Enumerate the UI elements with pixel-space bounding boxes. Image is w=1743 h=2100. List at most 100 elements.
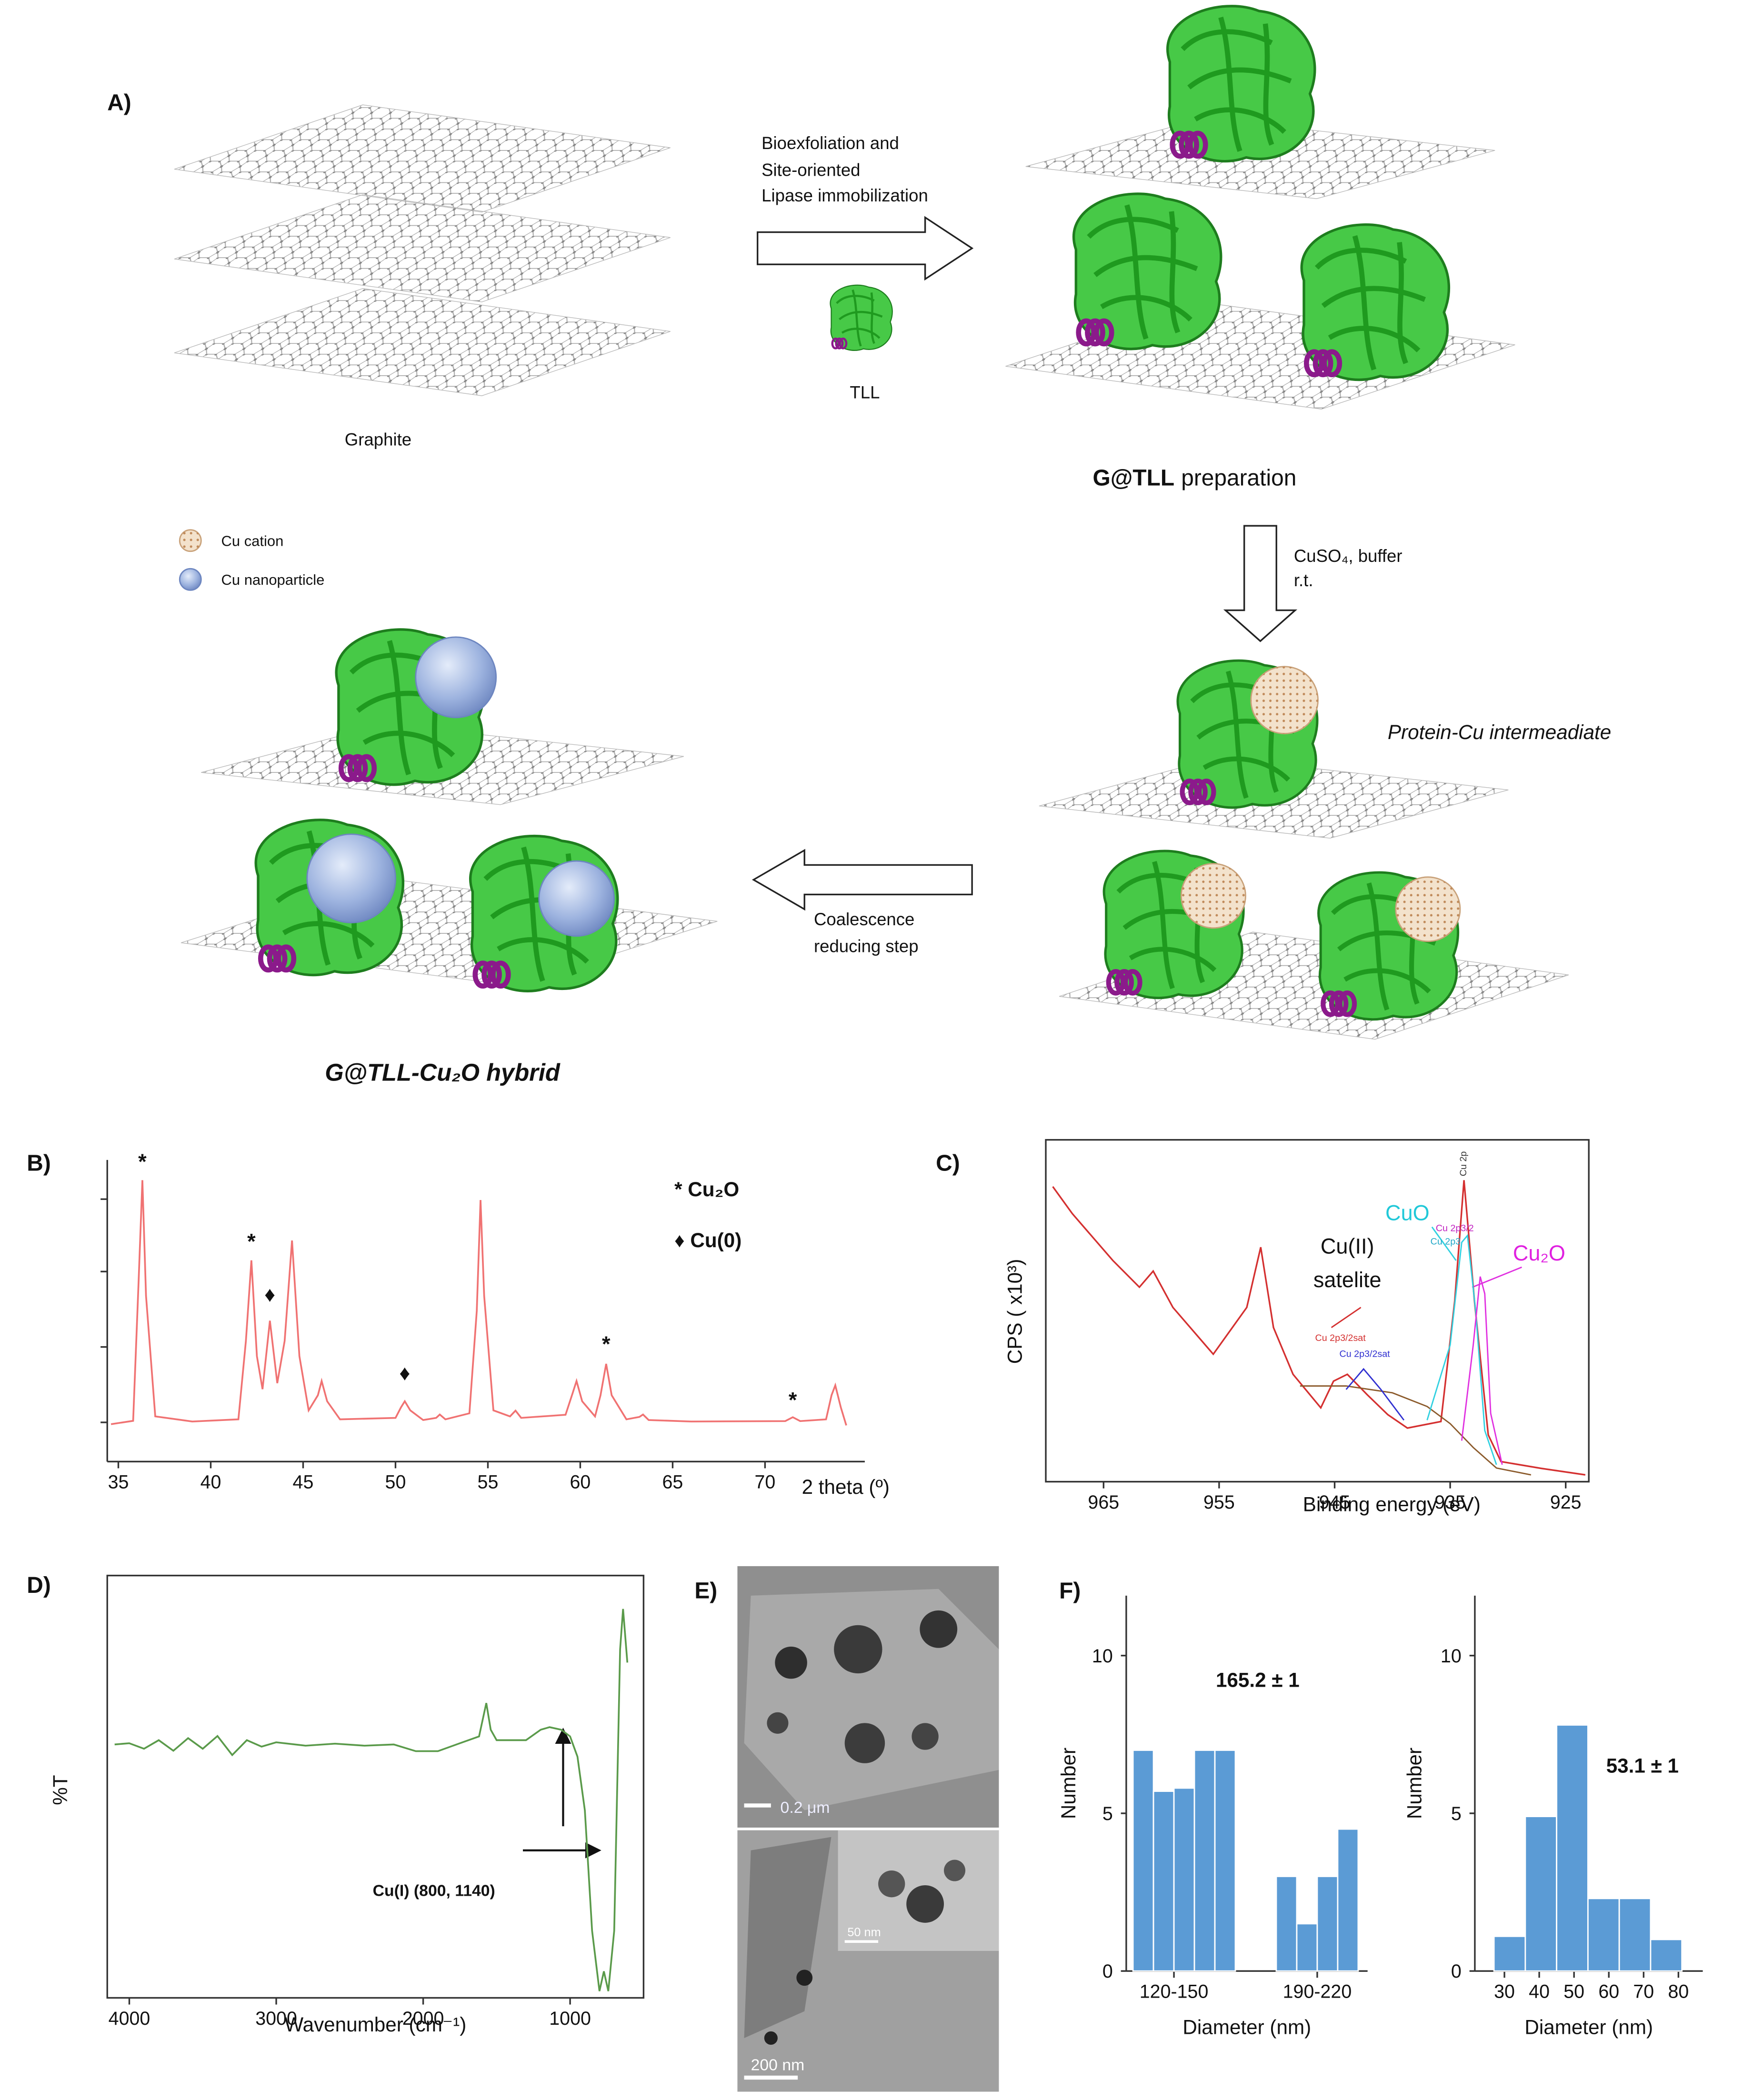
- step-text: Coalescence: [814, 910, 914, 929]
- protein: [1072, 192, 1222, 350]
- legend-text: Cu cation: [221, 532, 284, 549]
- x-tick-label: 2000: [402, 2008, 444, 2029]
- x-tick-label: 70: [754, 1472, 775, 1493]
- x-tick-label: 45: [293, 1472, 314, 1493]
- y-axis-label: %T: [49, 1775, 71, 1805]
- protein-helix: [1197, 779, 1216, 805]
- arrow: [757, 216, 974, 281]
- protein-helix: [356, 754, 377, 782]
- protein-ribbon: [1218, 16, 1242, 152]
- y-axis-label: Number: [1057, 1748, 1080, 1819]
- protein-ribbon: [1087, 217, 1179, 239]
- protein-helix: [490, 960, 511, 989]
- cu-nanoparticle: [538, 860, 615, 937]
- x-tick-label: 945: [1319, 1492, 1351, 1513]
- protein-helix: [338, 754, 359, 782]
- arrow: [1223, 525, 1298, 642]
- protein-ribbon: [1314, 248, 1407, 270]
- tem-particle: [844, 1723, 885, 1763]
- y-axis-label: CPS ( x10³): [1003, 1259, 1026, 1364]
- protein-ribbon: [1152, 861, 1175, 990]
- tem-particle: [878, 1870, 905, 1898]
- protein-helix: [1170, 130, 1191, 159]
- bar: [1524, 1816, 1558, 1972]
- annotation: Cu(II): [1321, 1234, 1374, 1259]
- x-tick-label: 40: [1529, 1981, 1550, 2002]
- protein-helix: [347, 754, 368, 782]
- annotation-arrow: [1472, 1266, 1522, 1288]
- protein-helix: [267, 944, 288, 973]
- y-tick-label: 10: [1441, 1646, 1462, 1667]
- protein-ribbon: [836, 295, 875, 304]
- step-text: r.t.: [1294, 570, 1313, 590]
- bar: [1173, 1787, 1195, 1972]
- protein-ribbon: [387, 640, 411, 776]
- annotation-small: Cu 2p3/2sat: [1315, 1333, 1366, 1343]
- protein-helix: [276, 944, 297, 973]
- protein-helix: [1180, 779, 1200, 805]
- x-axis-label: Binding energy (eV): [1303, 1493, 1481, 1515]
- protein-helix: [481, 960, 502, 989]
- x-tick-label: 3000: [255, 2008, 297, 2029]
- bar: [1316, 1876, 1339, 1972]
- protein-ribbon: [1169, 211, 1181, 334]
- annotation: 165.2 ± 1: [1216, 1669, 1300, 1691]
- protein-body: [830, 284, 893, 351]
- label: TLL: [850, 383, 880, 402]
- label: G@TLL-Cu₂O hybrid: [325, 1059, 561, 1086]
- x-tick-label: 30: [1494, 1981, 1515, 2002]
- annotation-small: Cu 2p3/2: [1436, 1223, 1474, 1233]
- y-tick-label: 5: [1451, 1803, 1462, 1824]
- annotation: 53.1 ± 1: [1606, 1754, 1679, 1777]
- x-tick-label: 190-220: [1283, 1981, 1352, 2002]
- x-tick-label: 965: [1088, 1492, 1119, 1513]
- protein-helix: [1123, 969, 1142, 996]
- x-tick-label: 935: [1434, 1492, 1466, 1513]
- data-line: [1300, 1385, 1532, 1476]
- legend-text: Cu nanoparticle: [221, 571, 325, 588]
- data-line: [1345, 1368, 1405, 1421]
- protein-body: [1300, 223, 1450, 381]
- annotation-small: Cu 2p3: [1431, 1236, 1461, 1247]
- protein-ribbon: [1352, 235, 1377, 370]
- protein-ribbon: [1366, 882, 1390, 1011]
- panel-label: B): [27, 1150, 51, 1176]
- annotation: satelite: [1313, 1268, 1382, 1292]
- step-text: reducing step: [814, 936, 919, 956]
- cu-cation-dots: [180, 530, 201, 551]
- annotation: Cu(I) (800, 1140): [373, 1882, 495, 1900]
- x-tick-label: 70: [1633, 1981, 1654, 2002]
- protein-ribbon: [1328, 326, 1421, 352]
- bar: [1193, 1750, 1216, 1972]
- x-tick-label: 65: [662, 1472, 683, 1493]
- tem-region: [744, 1837, 831, 2038]
- protein-ribbon: [1100, 295, 1192, 322]
- annotation: *: [138, 1150, 147, 1174]
- bar: [1556, 1724, 1589, 1972]
- cu-nanoparticle: [179, 568, 202, 591]
- protein-body: [1166, 5, 1316, 163]
- protein-ribbon: [841, 328, 881, 339]
- bar: [1337, 1828, 1359, 1972]
- x-axis-label: Diameter (nm): [1182, 2016, 1311, 2038]
- x-tick-label: 1000: [549, 2008, 591, 2029]
- protein-helix: [1076, 318, 1097, 347]
- scale-bar: [844, 1940, 879, 1943]
- x-tick-label: 4000: [109, 2008, 150, 2029]
- annotation: *: [789, 1388, 797, 1412]
- y-axis-label: Number: [1403, 1748, 1425, 1819]
- annotation: *: [602, 1332, 611, 1356]
- panel-label: F): [1059, 1578, 1081, 1603]
- x-tick-label: 925: [1550, 1492, 1582, 1513]
- tem-particle: [767, 1712, 789, 1734]
- cu-nanoparticle: [415, 636, 497, 719]
- annotation-arrow: [1331, 1307, 1362, 1328]
- scale-text: 50 nm: [847, 1926, 881, 1939]
- protein: [830, 284, 893, 351]
- label-bold: G@TLL: [1093, 466, 1175, 491]
- protein-body: [1072, 192, 1222, 350]
- protein-helix: [1337, 990, 1357, 1017]
- tem-particle: [775, 1646, 807, 1679]
- protein-helix: [472, 960, 493, 989]
